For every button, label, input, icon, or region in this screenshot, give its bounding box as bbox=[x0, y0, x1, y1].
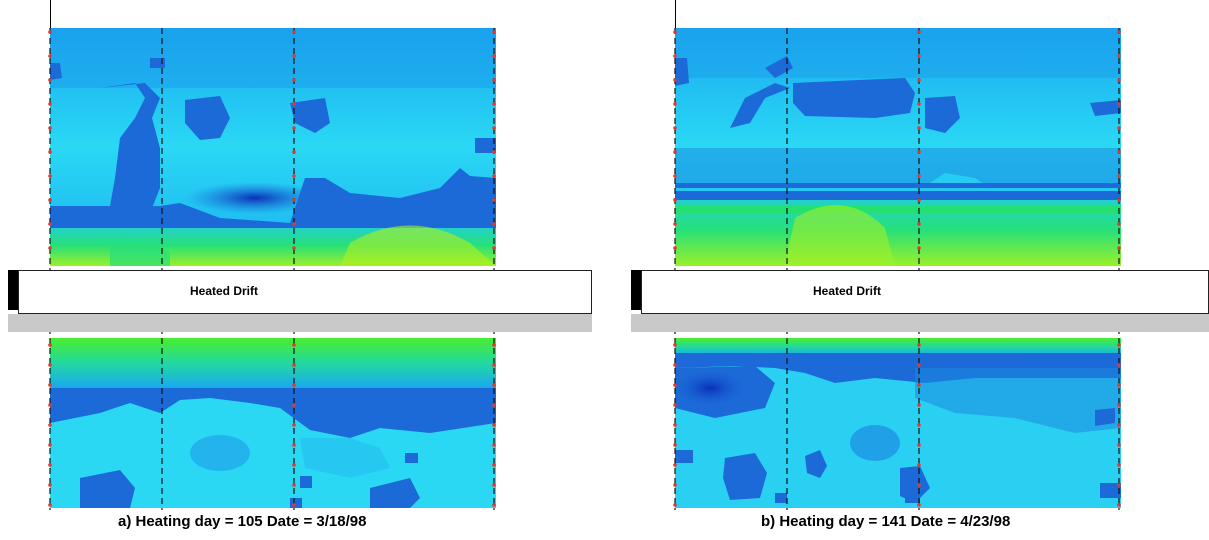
lower-temperature-map bbox=[50, 338, 496, 508]
caption-b: b) Heating day = 141 Date = 4/23/98 bbox=[761, 513, 1011, 530]
guide-line bbox=[675, 0, 676, 30]
sensor-lines bbox=[48, 28, 496, 510]
upper-temperature-map bbox=[50, 28, 496, 266]
caption-a: a) Heating day = 105 Date = 3/18/98 bbox=[118, 513, 367, 530]
heated-drift-bar bbox=[641, 270, 1209, 314]
drift-end-block bbox=[8, 270, 18, 310]
panel-b: Heated Drift b) Heating day = 141 Date =… bbox=[605, 0, 1209, 540]
upper-temperature-map bbox=[675, 28, 1121, 266]
drift-end-block bbox=[631, 270, 641, 310]
guide-line bbox=[50, 0, 51, 30]
heated-drift-bar bbox=[18, 270, 592, 314]
heated-drift-label: Heated Drift bbox=[190, 284, 259, 298]
drift-floor bbox=[8, 314, 592, 332]
drift-floor bbox=[631, 314, 1209, 332]
heated-drift-label: Heated Drift bbox=[813, 284, 882, 298]
sensor-lines bbox=[673, 28, 1121, 510]
panel-a: Heated Drift a) Heating day = 105 Date =… bbox=[0, 0, 604, 540]
